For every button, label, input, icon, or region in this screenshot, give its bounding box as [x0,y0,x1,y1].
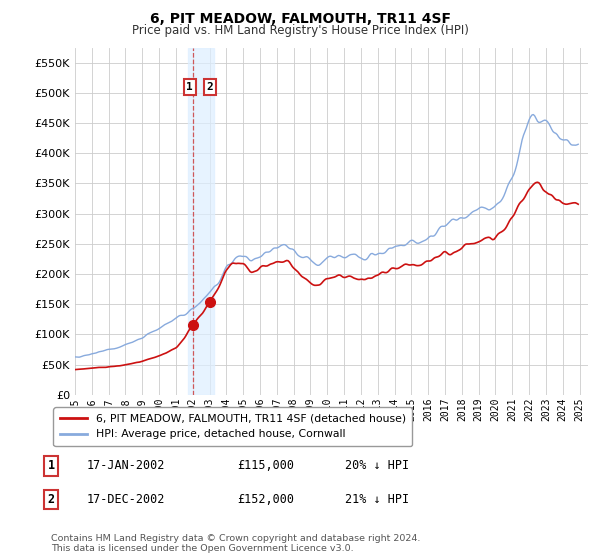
Text: 17-DEC-2002: 17-DEC-2002 [87,493,166,506]
Text: 6, PIT MEADOW, FALMOUTH, TR11 4SF: 6, PIT MEADOW, FALMOUTH, TR11 4SF [149,12,451,26]
Text: 1: 1 [187,82,193,92]
Text: £115,000: £115,000 [237,459,294,473]
Text: Price paid vs. HM Land Registry's House Price Index (HPI): Price paid vs. HM Land Registry's House … [131,24,469,36]
Text: 17-JAN-2002: 17-JAN-2002 [87,459,166,473]
Text: £152,000: £152,000 [237,493,294,506]
Text: 20% ↓ HPI: 20% ↓ HPI [345,459,409,473]
Text: 2: 2 [47,493,55,506]
Text: Contains HM Land Registry data © Crown copyright and database right 2024.
This d: Contains HM Land Registry data © Crown c… [51,534,421,553]
Text: 1: 1 [47,459,55,473]
Bar [188,48,214,395]
Legend: 6, PIT MEADOW, FALMOUTH, TR11 4SF (detached house), HPI: Average price, detached: 6, PIT MEADOW, FALMOUTH, TR11 4SF (detac… [53,408,412,446]
Text: 21% ↓ HPI: 21% ↓ HPI [345,493,409,506]
Text: 2: 2 [207,82,214,92]
